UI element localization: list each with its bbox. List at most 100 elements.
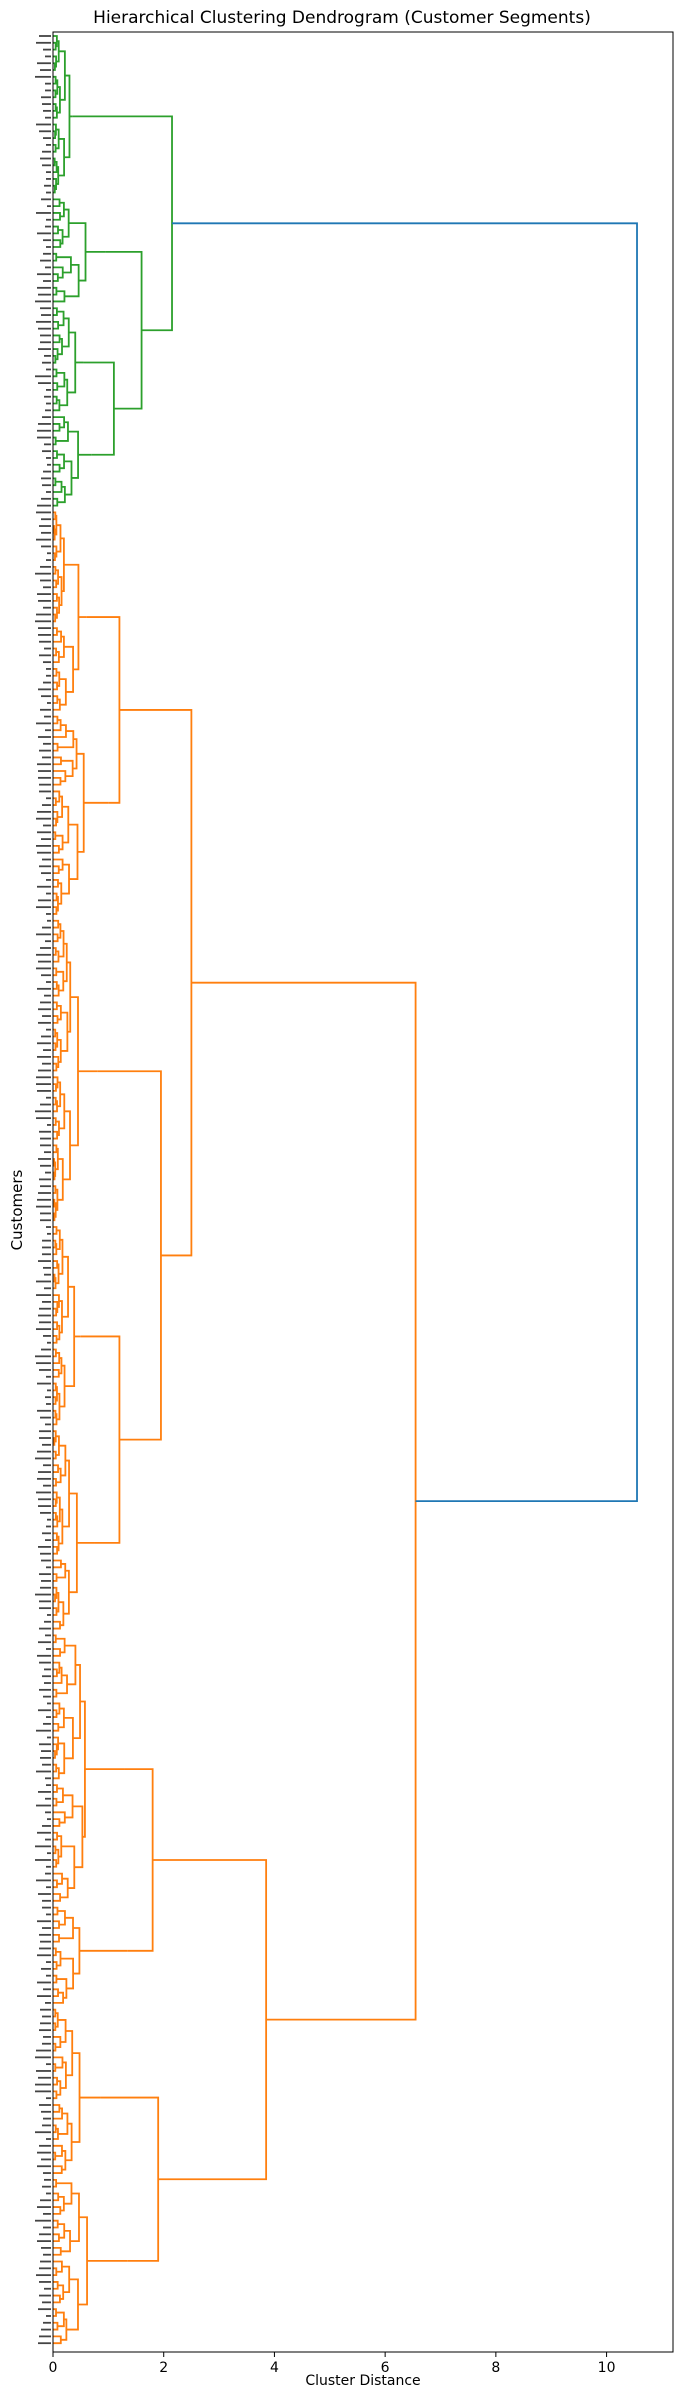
dendrogram-link [53, 2335, 62, 2345]
dendrogram-link [57, 2284, 65, 2300]
x-tick-label: 2 [159, 2360, 168, 2376]
leaf-label [36, 933, 51, 936]
leaf-label [41, 1750, 51, 1752]
leaf-label [46, 1648, 51, 1650]
dendrogram-link [65, 2030, 74, 2077]
leaf-label [40, 307, 51, 310]
chart-title: Hierarchical Clustering Dendrogram (Cust… [93, 8, 591, 28]
leaf-label [43, 1464, 51, 1467]
leaf-label [39, 1688, 51, 1691]
dendrogram-link [64, 263, 80, 298]
leaf-label [43, 1695, 51, 1698]
leaf-label [37, 1920, 51, 1923]
dendrogram-link [56, 1324, 61, 1341]
leaf-label [44, 354, 51, 357]
leaf-label [37, 810, 51, 813]
leaf-label [38, 1709, 51, 1712]
dendrogram-link [57, 1081, 62, 1108]
leaf-label [40, 1416, 51, 1419]
leaf-label [44, 2178, 51, 2181]
leaf-label [40, 1552, 51, 1555]
leaf-label [42, 1899, 51, 1902]
leaf-label [47, 1232, 51, 1235]
leaf-label [36, 2274, 51, 2277]
leaf-label [42, 1015, 51, 1017]
dendrogram-link [56, 896, 59, 912]
leaf-label [42, 1300, 51, 1303]
leaf-label [37, 1654, 51, 1657]
dendrogram-link [56, 2182, 73, 2205]
leaf-label [41, 314, 51, 316]
dendrogram-link [55, 569, 59, 585]
leaf-label [40, 947, 51, 949]
leaf-label [38, 599, 51, 602]
dendrogram-link [53, 123, 57, 136]
dendrogram-link [53, 1906, 59, 1916]
dendrogram-link [53, 1185, 57, 1194]
leaf-label [40, 1940, 51, 1943]
dendrogram-link [53, 178, 57, 191]
leaf-label [37, 1198, 51, 1201]
dendrogram-link [60, 2318, 68, 2341]
leaf-label [46, 559, 51, 561]
leaf-label [39, 2335, 51, 2338]
dendrogram-link [53, 2233, 60, 2243]
leaf-label [36, 123, 51, 126]
dendrogram-link [56, 1787, 64, 1804]
dendrogram-link [61, 2150, 67, 2171]
dendrogram-link [53, 810, 59, 823]
leaf-label [35, 572, 51, 575]
dendrogram-link [53, 1668, 58, 1678]
leaf-label [44, 2287, 51, 2290]
leaf-label [47, 552, 51, 555]
leaf-label [40, 565, 51, 568]
dendrogram-link [53, 668, 58, 677]
leaf-label [42, 1532, 51, 1535]
dendrogram-link [86, 616, 121, 804]
leaf-label [35, 2090, 51, 2093]
leaf-label [37, 1382, 51, 1385]
dendrogram-link [53, 1144, 58, 1154]
dendrogram-link [53, 1607, 58, 1616]
dendrogram-link [63, 1717, 74, 1760]
leaf-label [41, 531, 51, 534]
leaf-label [40, 1164, 51, 1167]
leaf-label [46, 2097, 51, 2100]
leaf-label [40, 1001, 51, 1004]
leaf-label [47, 1124, 51, 1126]
leaf-label [40, 708, 51, 711]
leaf-label [42, 150, 51, 153]
leaf-label [45, 1777, 51, 1780]
leaf-label [42, 1675, 51, 1678]
leaf-label [42, 103, 51, 105]
leaf-label [46, 368, 51, 371]
leaf-label [41, 477, 51, 480]
dendrogram-link [53, 1307, 58, 1317]
dendrogram-link [56, 40, 60, 63]
leaf-label [38, 776, 51, 779]
leaf-label [36, 1804, 51, 1807]
leaf-label [37, 1981, 51, 1984]
leaf-label [47, 1614, 51, 1616]
dendrogram-link [60, 2061, 67, 2089]
leaf-label [38, 348, 51, 350]
leaf-label [39, 1437, 51, 1439]
leaf-label [42, 804, 51, 806]
leaf-label [37, 1954, 51, 1957]
leaf-label [41, 2328, 51, 2331]
leaf-label [43, 2212, 51, 2215]
leaf-label [47, 1818, 51, 1821]
leaf-label [46, 981, 51, 983]
dendrogram-link [53, 613, 57, 623]
dendrogram-link [53, 1722, 60, 1732]
leaf-label [43, 2321, 51, 2324]
leaf-label [39, 525, 51, 527]
leaf-label [40, 1185, 51, 1188]
dendrogram-link [53, 2219, 59, 2229]
leaf-label [39, 2267, 51, 2270]
leaf-label [45, 1634, 51, 1637]
leaf-label [39, 865, 51, 868]
dendrogram-link [53, 1477, 57, 1487]
dendrogram-link [191, 981, 417, 2021]
leaf-label [45, 1797, 51, 1800]
